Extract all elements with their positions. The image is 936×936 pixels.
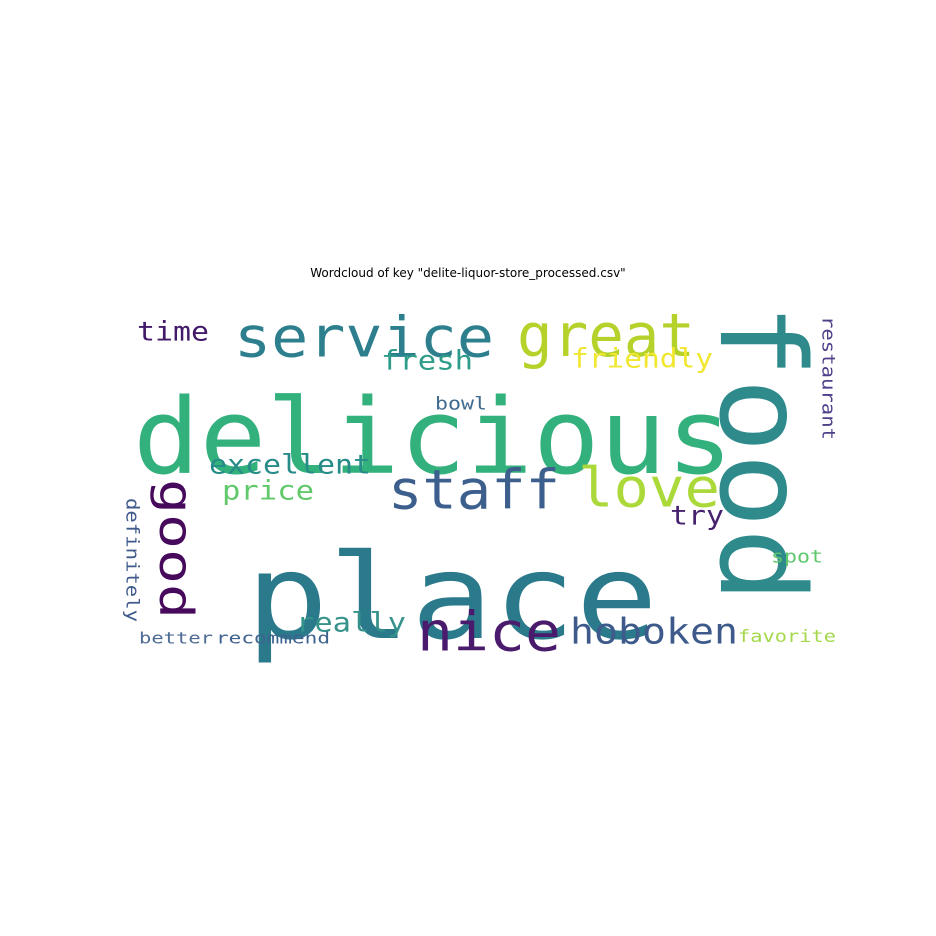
word-recommend: recommend [216,629,330,648]
word-nice: nice [417,601,561,664]
word-great: great [517,301,695,371]
word-hoboken: hoboken [570,612,738,653]
word-excellent: excellent [209,450,371,481]
word-definitely: definitely [122,498,143,622]
word-spot: spot [771,547,823,568]
word-fresh: fresh [381,346,473,377]
word-really: really [296,608,406,639]
word-time: time [137,317,209,348]
word-staff: staff [388,459,560,522]
word-price: price [222,476,314,507]
word-bowl: bowl [435,394,487,415]
word-try: try [670,501,724,532]
word-delicious: delicious [133,376,733,498]
word-love: love [578,457,720,520]
word-favorite: favorite [738,627,836,647]
word-good: good [149,479,203,619]
word-food: food [693,303,831,603]
word-service: service [234,306,494,371]
word-friendly: friendly [571,344,713,375]
word-restaurant: restaurant [818,316,839,440]
word-place: place [246,528,658,666]
word-better: better [139,629,213,648]
chart-title: Wordcloud of key "delite-liquor-store_pr… [310,266,626,280]
